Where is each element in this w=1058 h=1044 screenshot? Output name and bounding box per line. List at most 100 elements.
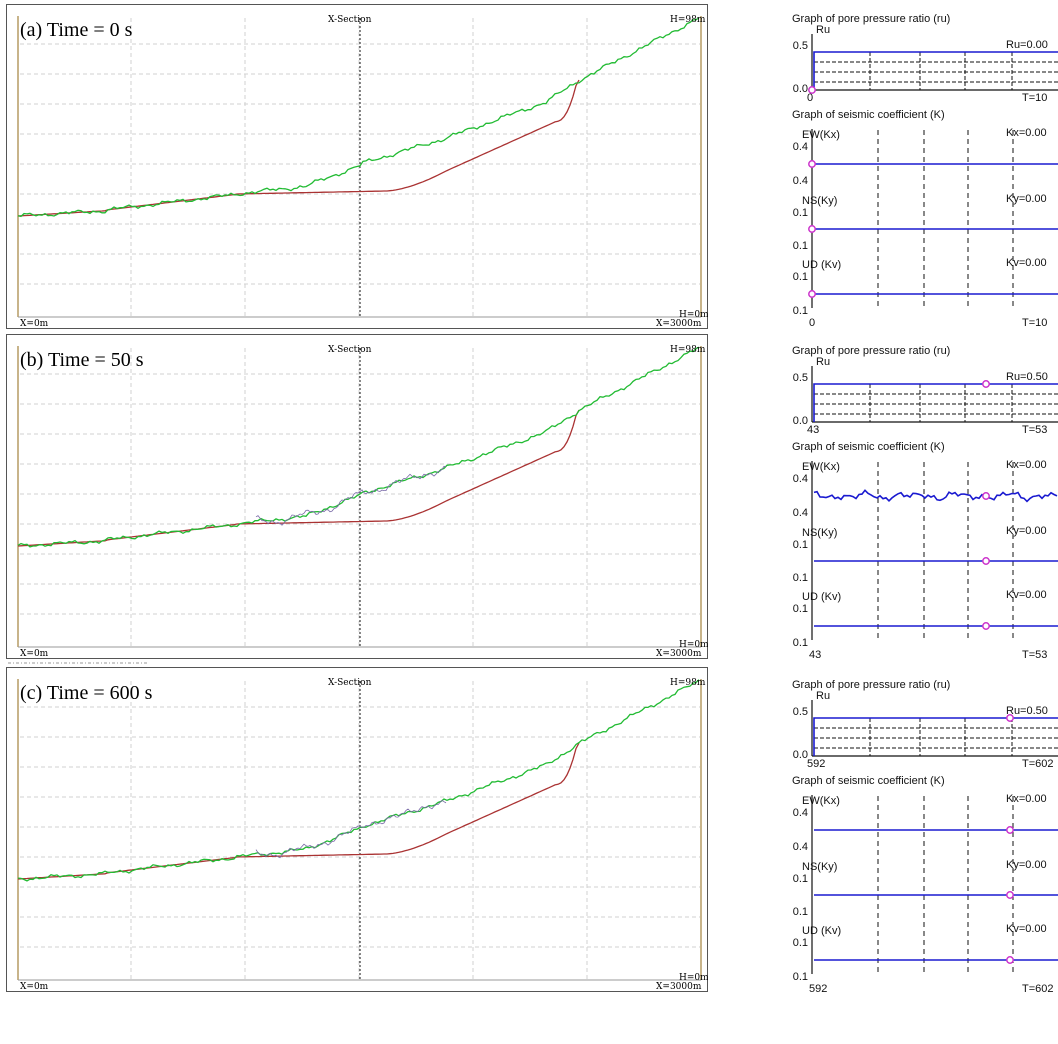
ew-y-top: 0.4: [793, 473, 808, 485]
ru-grid: [813, 383, 1058, 422]
panel-separator: [8, 662, 148, 664]
ru-axis-label: Ru: [816, 356, 830, 368]
panel-caption: (b) Time = 50 s: [20, 349, 144, 371]
h-bottom-label: H=0m: [679, 640, 708, 650]
displaced-surface-line: [255, 465, 447, 526]
ru-series-line: [813, 717, 1058, 756]
h-bottom-label: H=0m: [679, 310, 708, 320]
ru-t-end: T=53: [1022, 424, 1047, 436]
ud-y-top: 0.1: [793, 937, 808, 949]
ru-y-top: 0.5: [793, 40, 808, 52]
k-t-start: 0: [809, 317, 815, 329]
k-time-gridlines: [877, 130, 1014, 310]
ud-value-label: Kv=0.00: [1006, 257, 1047, 269]
ud-time-marker: [808, 290, 816, 298]
ew-y-top: 0.4: [793, 141, 808, 153]
ru-graph-title: Graph of pore pressure ratio (ru): [792, 679, 950, 691]
ns-value-label: Ky=0.00: [1006, 193, 1047, 205]
ew-value-label: Kx=0.00: [1006, 459, 1047, 471]
ud-y-bottom: − 0.1: [790, 637, 808, 649]
ru-grid: [813, 51, 1058, 90]
cross-section-panel-c: (c) Time = 600 s X-Section H=98m X=0m H=…: [6, 667, 708, 992]
ew-y-bottom: − 0.4: [790, 841, 808, 853]
cross-section-panel-b: (b) Time = 50 s X-Section H=98m X=0m H=0…: [6, 334, 708, 659]
ns-value-label: Ky=0.00: [1006, 859, 1047, 871]
ud-y-bottom: − 0.1: [790, 305, 808, 317]
x-end-label: X=3000m: [656, 982, 702, 992]
ud-label: UD (Kv): [802, 259, 841, 271]
ew-time-marker: [982, 492, 990, 500]
ud-y-bottom: − 0.1: [790, 971, 808, 983]
ud-y-top: 0.1: [793, 603, 808, 615]
k-t-end: T=53: [1022, 649, 1047, 661]
ru-time-marker: [982, 380, 990, 388]
ew-time-marker: [808, 160, 816, 168]
ru-grid: [813, 717, 1058, 756]
ns-label: NS(Ky): [802, 861, 837, 873]
ew-y-bottom: − 0.4: [790, 175, 808, 187]
ud-y-top: 0.1: [793, 271, 808, 283]
ew-label: EW(Kx): [802, 795, 840, 807]
time-graphs-panel-a: Graph of pore pressure ratio (ru) Ru 0.5…: [790, 10, 1058, 330]
h-top-label: H=98m: [670, 678, 706, 688]
ru-t-start: 0: [807, 92, 813, 104]
h-top-label: H=98m: [670, 345, 706, 355]
ru-value-label: Ru=0.00: [1006, 39, 1048, 51]
ru-t-end: T=602: [1022, 758, 1054, 770]
panel-caption: (c) Time = 600 s: [20, 682, 153, 704]
ru-graph-title: Graph of pore pressure ratio (ru): [792, 345, 950, 357]
x-start-label: X=0m: [20, 982, 49, 992]
section-title: X-Section: [328, 15, 372, 25]
ns-label: NS(Ky): [802, 527, 837, 539]
ud-label: UD (Kv): [802, 591, 841, 603]
ru-t-end: T=10: [1022, 92, 1047, 104]
ud-time-marker: [1006, 956, 1014, 964]
ru-y-bottom: 0.0: [793, 415, 808, 427]
ns-y-bottom: − 0.1: [790, 572, 808, 584]
h-bottom-label: H=0m: [679, 973, 708, 983]
k-t-start: 592: [809, 983, 827, 995]
ew-y-top: 0.4: [793, 807, 808, 819]
ud-label: UD (Kv): [802, 925, 841, 937]
k-t-end: T=602: [1022, 983, 1054, 995]
panel-caption: (a) Time = 0 s: [20, 19, 133, 41]
ew-time-marker: [1006, 826, 1014, 834]
ru-y-top: 0.5: [793, 706, 808, 718]
ru-y-bottom: 0.0: [793, 749, 808, 761]
displaced-surface-line: [255, 799, 447, 859]
ns-time-marker: [1006, 891, 1014, 899]
ground-surface-line: [17, 346, 700, 548]
ru-axis-label: Ru: [816, 24, 830, 36]
ru-y-top: 0.5: [793, 372, 808, 384]
x-start-label: X=0m: [20, 319, 49, 329]
ru-value-label: Ru=0.50: [1006, 705, 1048, 717]
time-graphs-panel-c: Graph of pore pressure ratio (ru) Ru 0.5…: [790, 676, 1058, 996]
x-end-label: X=3000m: [656, 649, 702, 659]
cross-section-panel-a: (a) Time = 0 s X-Section H=98m X=0m H=0m…: [6, 4, 708, 329]
ud-time-marker: [982, 622, 990, 630]
ew-label: EW(Kx): [802, 461, 840, 473]
ru-value-label: Ru=0.50: [1006, 371, 1048, 383]
ground-surface-line: [17, 679, 700, 882]
x-start-label: X=0m: [20, 649, 49, 659]
ew-series-line: [813, 489, 1058, 503]
ns-y-top: 0.1: [793, 873, 808, 885]
ew-y-bottom: − 0.4: [790, 507, 808, 519]
ru-series-line: [813, 383, 1058, 422]
k-graph-title: Graph of seismic coefficient (K): [792, 775, 945, 787]
ru-time-marker: [808, 86, 816, 94]
k-time-gridlines: [877, 796, 1014, 976]
slip-surface-line: [17, 409, 580, 547]
ns-y-top: 0.1: [793, 207, 808, 219]
h-top-label: H=98m: [670, 15, 706, 25]
k-graph-title: Graph of seismic coefficient (K): [792, 109, 945, 121]
ru-y-bottom: 0.0: [793, 83, 808, 95]
section-title: X-Section: [328, 678, 372, 688]
section-title: X-Section: [328, 345, 372, 355]
ground-surface-line: [17, 17, 700, 218]
ns-time-marker: [982, 557, 990, 565]
k-t-end: T=10: [1022, 317, 1047, 329]
ru-axis-label: Ru: [816, 690, 830, 702]
ew-value-label: Kx=0.00: [1006, 127, 1047, 139]
k-time-gridlines: [877, 462, 1014, 642]
